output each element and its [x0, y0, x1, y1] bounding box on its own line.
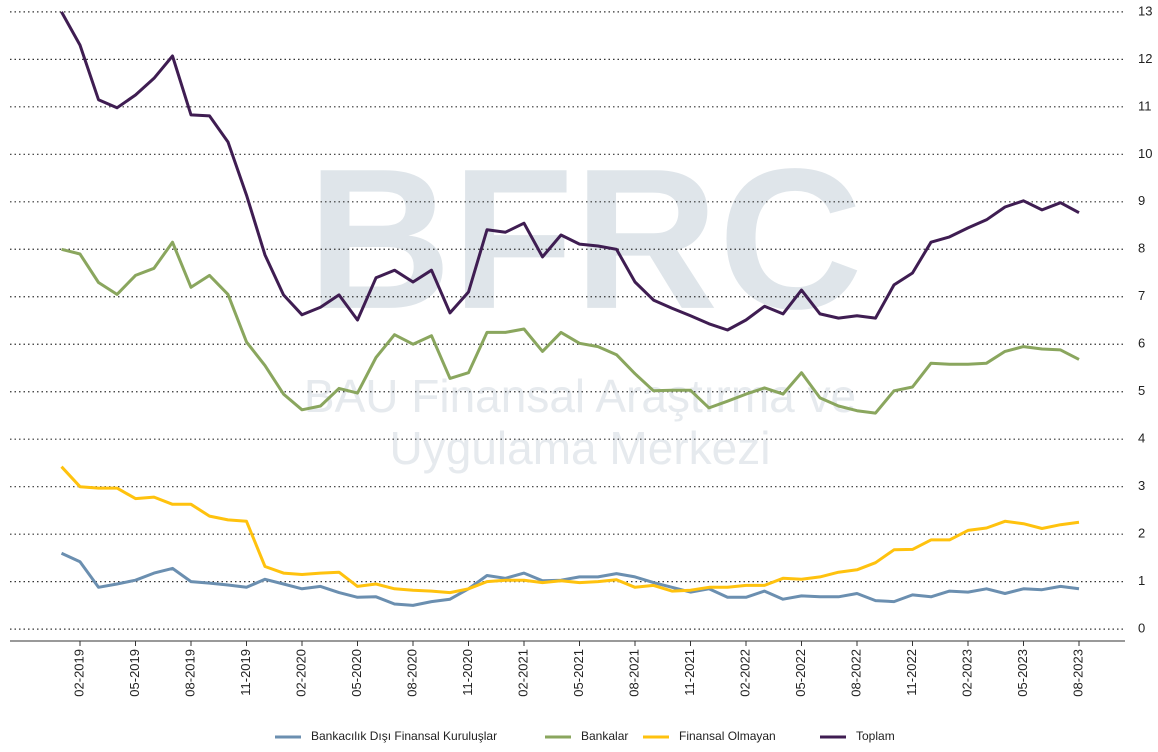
x-tick-label: 02-2019 — [71, 649, 86, 697]
x-tick-label: 05-2019 — [127, 649, 142, 697]
x-tick-label: 08-2020 — [404, 649, 419, 697]
x-tick-label: 05-2020 — [349, 649, 364, 697]
series-line — [60, 551, 1080, 607]
x-tick-label: 02-2022 — [737, 649, 752, 697]
y-tick-label: 9 — [1138, 193, 1145, 208]
y-tick-label: 7 — [1138, 288, 1145, 303]
x-tick-label: 02-2020 — [293, 649, 308, 697]
x-tick-label: 11-2021 — [682, 649, 697, 696]
watermark: BAU Finansal Araştırma ve — [304, 370, 856, 422]
legend-label: Toplam — [856, 729, 895, 743]
watermark: Uygulama Merkezi — [390, 422, 771, 474]
y-tick-label: 5 — [1138, 383, 1145, 398]
series-line — [60, 11, 1080, 332]
legend-label: Bankacılık Dışı Finansal Kuruluşlar — [311, 729, 497, 743]
y-tick-label: 3 — [1138, 478, 1145, 493]
x-tick-label: 05-2021 — [571, 649, 586, 697]
y-tick-label: 13 — [1138, 3, 1152, 18]
x-tick-label: 11-2019 — [238, 649, 253, 696]
x-tick-label: 08-2022 — [848, 649, 863, 697]
y-tick-label: 10 — [1138, 146, 1152, 161]
legend-label: Finansal Olmayan — [679, 729, 776, 743]
y-tick-label: 0 — [1138, 621, 1145, 636]
x-tick-label: 02-2021 — [515, 649, 530, 697]
y-tick-label: 11 — [1138, 98, 1152, 113]
x-tick-label: 02-2023 — [959, 649, 974, 697]
y-tick-label: 4 — [1138, 431, 1145, 446]
watermark: BFRC — [307, 128, 862, 351]
series-line — [60, 465, 1080, 595]
x-tick-label: 05-2022 — [793, 649, 808, 697]
legend-label: Bankalar — [581, 729, 628, 743]
y-tick-label: 6 — [1138, 336, 1145, 351]
x-tick-label: 11-2022 — [904, 649, 919, 696]
x-tick-label: 08-2021 — [626, 649, 641, 697]
x-tick-label: 08-2019 — [182, 649, 197, 697]
y-tick-label: 1 — [1138, 573, 1145, 588]
x-tick-label: 11-2020 — [460, 649, 475, 696]
y-tick-label: 2 — [1138, 526, 1145, 541]
y-tick-label: 12 — [1138, 51, 1152, 66]
y-tick-label: 8 — [1138, 241, 1145, 256]
x-tick-label: 08-2023 — [1070, 649, 1085, 697]
x-tick-label: 05-2023 — [1015, 649, 1030, 697]
series-line — [61, 240, 1080, 415]
